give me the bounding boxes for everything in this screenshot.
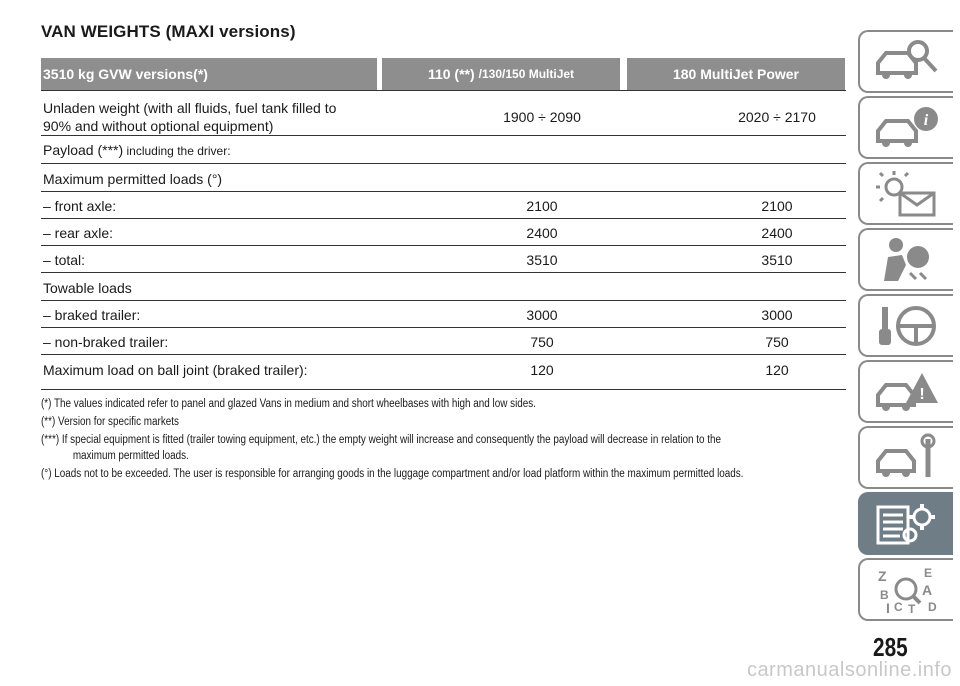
row-value-2: 750 bbox=[765, 334, 789, 350]
header-rule bbox=[41, 90, 846, 91]
technical-data-icon bbox=[876, 503, 935, 544]
row-value-2: 3510 bbox=[761, 252, 793, 268]
key-steering-wheel-icon bbox=[878, 305, 936, 346]
row-label: Maximum load on ball joint (braked trail… bbox=[43, 362, 308, 378]
page-title: VAN WEIGHTS (MAXI versions) bbox=[41, 22, 296, 41]
car-info-icon: i bbox=[875, 106, 938, 147]
row-value-1: 3000 bbox=[526, 307, 558, 323]
header-col-110-130-150: 110 (**) /130/150 MultiJet bbox=[382, 58, 620, 90]
header-col2-sub: /130/150 MultiJet bbox=[478, 67, 575, 81]
tab-servicing-care[interactable] bbox=[858, 426, 953, 489]
tab-in-an-emergency[interactable]: ! bbox=[858, 360, 953, 423]
tab-knowing-the-vehicle[interactable] bbox=[858, 30, 953, 93]
table-row: Maximum load on ball joint (braked trail… bbox=[41, 355, 846, 390]
row-label: – front axle: bbox=[43, 198, 117, 214]
table-row: – rear axle: 2400 2400 bbox=[41, 219, 846, 246]
row-label: – braked trailer: bbox=[43, 307, 141, 323]
watermark: carmanualsonline.info bbox=[746, 659, 952, 681]
row-label: Payload (***) including the driver: bbox=[43, 142, 231, 158]
table-row: – total: 3510 3510 bbox=[41, 246, 846, 273]
table-row: Payload (***) including the driver: bbox=[41, 136, 846, 164]
table-row: Unladen weight (with all fluids, fuel ta… bbox=[41, 91, 846, 136]
footnote-3-cont: maximum permitted loads. bbox=[72, 450, 189, 462]
svg-text:E: E bbox=[924, 566, 932, 580]
car-warning-icon: ! bbox=[875, 372, 938, 411]
row-value-1: 1900 ÷ 2090 bbox=[503, 109, 581, 125]
svg-text:C: C bbox=[894, 600, 903, 614]
svg-text:B: B bbox=[880, 588, 889, 602]
svg-text:A: A bbox=[922, 582, 932, 598]
row-value-1: 3510 bbox=[526, 252, 558, 268]
row-value-1: 750 bbox=[530, 334, 554, 350]
row-label: – rear axle: bbox=[43, 225, 114, 241]
svg-text:!: ! bbox=[919, 386, 924, 403]
row-label: Maximum permitted loads (°) bbox=[43, 171, 223, 187]
svg-text:Z: Z bbox=[878, 568, 887, 584]
row-value-1: 2100 bbox=[526, 198, 558, 214]
tab-warning-lights[interactable] bbox=[858, 162, 953, 225]
tab-safety[interactable] bbox=[858, 228, 953, 291]
table-row: – non-braked trailer: 750 750 bbox=[41, 328, 846, 355]
row-value-2: 2020 ÷ 2170 bbox=[738, 109, 816, 125]
row-value-2: 2400 bbox=[761, 225, 793, 241]
row-value-2: 2100 bbox=[761, 198, 793, 214]
table-row: Towable loads bbox=[41, 273, 846, 301]
row-value-1: 2400 bbox=[526, 225, 558, 241]
tab-starting-driving[interactable] bbox=[858, 294, 953, 357]
table-row: – braked trailer: 3000 3000 bbox=[41, 301, 846, 328]
footnotes: (*) The values indicated refer to panel … bbox=[41, 396, 846, 484]
tab-technical-specifications[interactable] bbox=[858, 492, 953, 555]
svg-text:D: D bbox=[928, 600, 937, 614]
footnote-2: (**) Version for specific markets bbox=[41, 416, 179, 428]
svg-text:I: I bbox=[886, 600, 890, 615]
table-row: Maximum permitted loads (°) bbox=[41, 164, 846, 192]
warning-light-icon bbox=[875, 170, 935, 216]
svg-text:T: T bbox=[908, 602, 916, 615]
table-row: – front axle: 2100 2100 bbox=[41, 192, 846, 219]
header-col-versions: 3510 kg GVW versions(*) bbox=[41, 58, 377, 90]
row-value-2: 120 bbox=[765, 362, 789, 378]
row-label: Towable loads bbox=[43, 280, 132, 296]
row-label: – non-braked trailer: bbox=[43, 334, 169, 350]
footnote-3: (***) If special equipment is fitted (tr… bbox=[41, 434, 722, 446]
car-search-icon bbox=[875, 39, 937, 79]
footnote-1: (*) The values indicated refer to panel … bbox=[41, 398, 536, 410]
tab-knowing-instrument-panel[interactable]: i bbox=[858, 96, 953, 159]
row-value-2: 3000 bbox=[761, 307, 793, 323]
row-label: Unladen weight (with all fluids, fuel ta… bbox=[43, 100, 337, 134]
car-service-icon bbox=[875, 433, 935, 477]
header-col2-main: 110 (**) bbox=[427, 66, 475, 82]
page-number: 285 bbox=[873, 632, 908, 662]
row-value-1: 120 bbox=[530, 362, 554, 378]
row-label: – total: bbox=[43, 252, 86, 268]
svg-text:i: i bbox=[923, 112, 928, 129]
footnote-4: (°) Loads not to be exceeded. The user i… bbox=[41, 468, 744, 480]
airbag-passenger-icon bbox=[883, 237, 929, 281]
header-col-180: 180 MultiJet Power bbox=[627, 58, 845, 90]
